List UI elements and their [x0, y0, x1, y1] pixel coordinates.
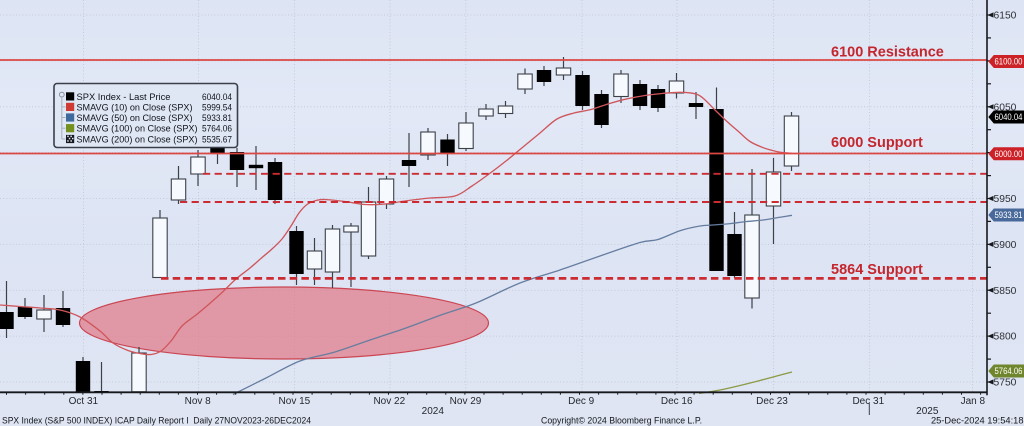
svg-text:Dec 16: Dec 16 [661, 396, 693, 407]
svg-text:5933.81: 5933.81 [202, 113, 232, 124]
svg-text:5850: 5850 [994, 286, 1017, 297]
svg-text:SMAVG (200) on Close (SPX): SMAVG (200) on Close (SPX) [77, 134, 198, 145]
svg-text:Dec 23: Dec 23 [756, 396, 788, 407]
svg-text:6040.04: 6040.04 [995, 112, 1023, 122]
svg-text:6000.00: 6000.00 [995, 149, 1023, 159]
svg-text:25-Dec-2024 19:54:18: 25-Dec-2024 19:54:18 [931, 416, 1024, 426]
svg-text:5900: 5900 [994, 240, 1017, 251]
svg-text:2025: 2025 [916, 406, 939, 417]
svg-text:Oct 31: Oct 31 [69, 396, 99, 407]
svg-text:SMAVG (50) on Close (SPX): SMAVG (50) on Close (SPX) [77, 113, 193, 124]
svg-text:5800: 5800 [994, 332, 1017, 343]
svg-text:5750: 5750 [994, 378, 1017, 389]
svg-text:5999.54: 5999.54 [202, 102, 233, 113]
svg-text:Dec 9: Dec 9 [568, 396, 595, 407]
svg-text:5764.06: 5764.06 [202, 124, 232, 135]
svg-text:6000 Support: 6000 Support [831, 135, 923, 151]
svg-text:SPX Index - Last Price: SPX Index - Last Price [77, 92, 171, 103]
svg-text:SPX Index (S&P 500 INDEX) ICAP: SPX Index (S&P 500 INDEX) ICAP Daily Rep… [2, 416, 311, 426]
svg-text:5933.81: 5933.81 [995, 210, 1023, 220]
svg-text:2024: 2024 [422, 406, 445, 417]
svg-text:6040.04: 6040.04 [202, 92, 233, 103]
svg-text:SMAVG (10) on Close (SPX): SMAVG (10) on Close (SPX) [77, 102, 193, 113]
svg-text:Copyright© 2024 Bloomberg Fina: Copyright© 2024 Bloomberg Finance L.P. [541, 416, 702, 426]
svg-text:Nov 29: Nov 29 [450, 396, 482, 407]
svg-text:Jan 8: Jan 8 [961, 396, 986, 407]
svg-text:6150: 6150 [994, 11, 1017, 22]
svg-text:SMAVG (100) on Close (SPX): SMAVG (100) on Close (SPX) [77, 124, 198, 135]
svg-text:6100.00: 6100.00 [995, 57, 1023, 67]
svg-text:Nov 22: Nov 22 [373, 396, 405, 407]
svg-text:Dec 31: Dec 31 [852, 396, 884, 407]
svg-text:Nov 8: Nov 8 [185, 396, 212, 407]
svg-text:5950: 5950 [994, 194, 1017, 205]
svg-text:5864 Support: 5864 Support [831, 262, 923, 278]
svg-text:6100 Resistance: 6100 Resistance [831, 45, 944, 61]
svg-text:5535.67: 5535.67 [202, 134, 232, 145]
svg-text:6050: 6050 [994, 102, 1017, 113]
svg-text:5764.06: 5764.06 [995, 366, 1023, 376]
svg-text:Nov 15: Nov 15 [279, 396, 311, 407]
